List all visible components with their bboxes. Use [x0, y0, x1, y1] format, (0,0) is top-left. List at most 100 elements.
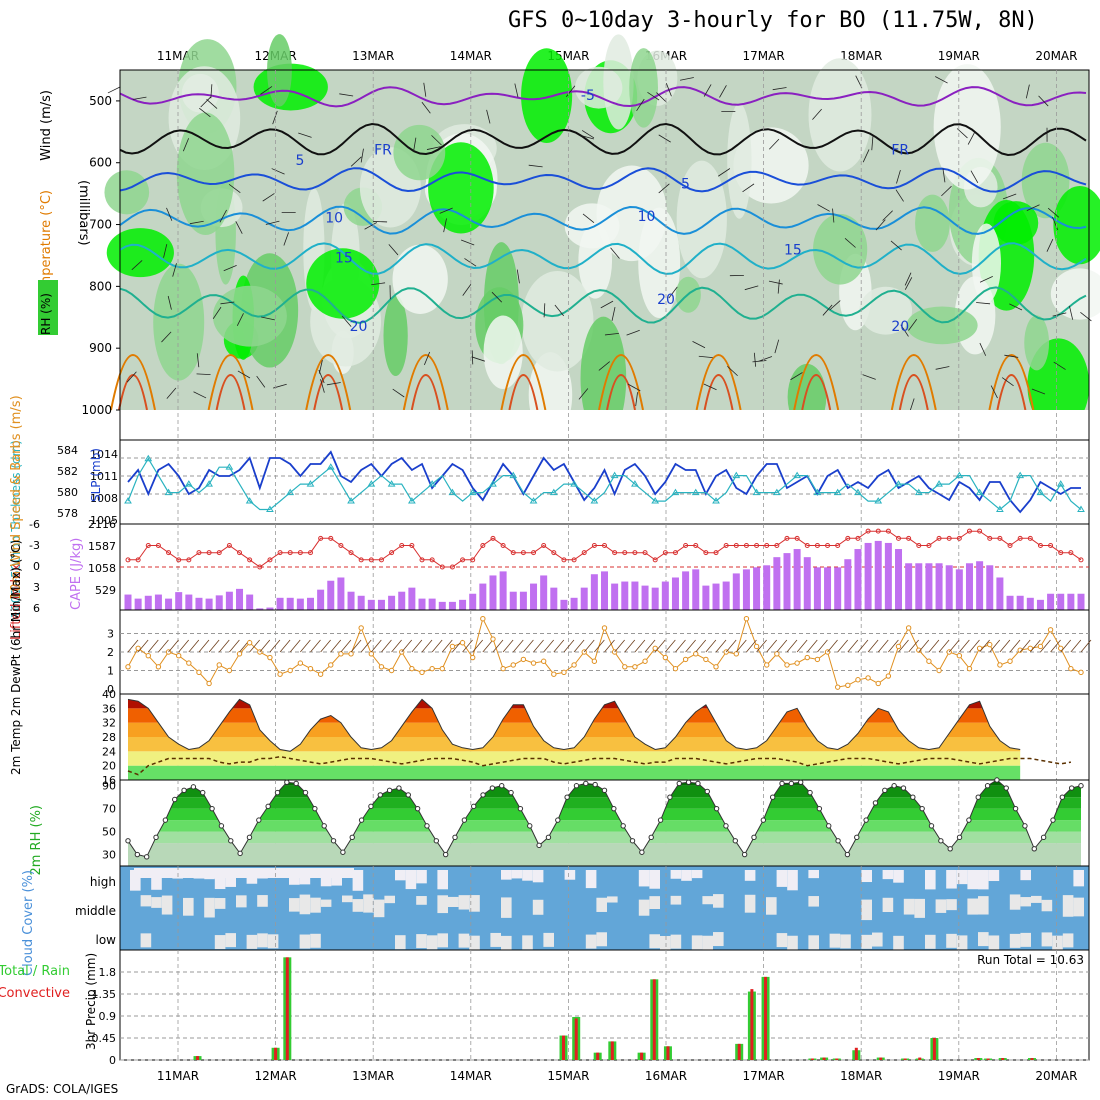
date-tick-top: 18MAR [840, 49, 882, 63]
wind-speed-marker [1037, 643, 1044, 650]
wind-barb [320, 379, 325, 393]
wind-barb-10m [300, 639, 311, 653]
rh-marker [882, 787, 888, 794]
cape-bar [205, 598, 213, 610]
rh-marker [461, 817, 468, 823]
cape-bar [864, 542, 872, 610]
rh-band [128, 820, 1081, 832]
isotherm-line [119, 242, 1087, 275]
wind-barb [598, 361, 610, 371]
rh-marker [573, 783, 580, 789]
cape-bar [793, 549, 801, 610]
cloud-middle-gap [649, 896, 660, 910]
li-marker [845, 535, 851, 541]
cloud-middle-gap [914, 898, 925, 918]
wind-barb-10m [806, 639, 818, 653]
wind-barb [189, 220, 204, 225]
rh-marker [218, 823, 225, 829]
date-tick-bottom: 15MAR [547, 1069, 589, 1083]
rh-blob [629, 48, 658, 128]
rh-marker [555, 817, 561, 823]
surface-strip [120, 410, 1089, 440]
rh-marker [564, 794, 570, 800]
rh-marker [386, 787, 393, 794]
rh-marker [835, 838, 841, 844]
rh-marker [312, 805, 318, 812]
cape-bar [256, 608, 264, 610]
cloud-low-gap [246, 934, 258, 949]
temperature-band [128, 751, 1021, 766]
cloud-middle-gap [1009, 894, 1021, 910]
wind-barb-10m [360, 639, 372, 653]
rh-marker [125, 838, 131, 844]
rh-marker [153, 834, 159, 841]
li-marker [277, 550, 283, 556]
li-marker [470, 557, 476, 563]
rh-blob [564, 203, 620, 249]
wind-speed-marker [561, 669, 567, 676]
cape-bar [570, 597, 578, 610]
wind-barb-10m [421, 639, 433, 653]
thickness-marker [894, 480, 903, 487]
wind-barb [1038, 95, 1049, 107]
wind-barb [941, 185, 952, 197]
rh-marker [265, 803, 271, 810]
cloud-middle-gap [1073, 897, 1084, 917]
wind-barb-10m [928, 639, 940, 653]
wind-speed-marker [470, 654, 476, 661]
cape-bar [996, 577, 1004, 610]
thickness-marker [367, 480, 376, 487]
rh-blob [383, 295, 408, 377]
li-marker [561, 557, 567, 563]
rh-marker [190, 784, 197, 790]
wind-barb-10m [695, 639, 707, 653]
wind-barb-10m [350, 639, 362, 653]
li-marker [1017, 535, 1023, 541]
li-marker [328, 535, 334, 541]
thickness-tick-label: 582 [57, 465, 78, 478]
li-marker [672, 550, 678, 556]
wind-speed-marker [1007, 658, 1013, 664]
cloud-middle-gap [373, 899, 385, 918]
thickness-marker [205, 480, 213, 487]
isotherm-warm [988, 354, 1035, 411]
thickness-marker [712, 497, 720, 504]
wind-barb [271, 168, 285, 175]
wind-tick-label: 3 [107, 628, 114, 641]
rh-blob [106, 228, 174, 278]
wind-barb [979, 276, 993, 283]
li-marker [987, 535, 993, 541]
cape-bar [357, 595, 365, 610]
rh-marker [424, 823, 430, 829]
wind-speed-marker [936, 667, 942, 674]
wind-barb [822, 304, 833, 316]
wind-speed-marker [500, 665, 506, 672]
rh-blob [428, 142, 494, 234]
isotherm-line [119, 167, 1087, 193]
cloud-high-gap [946, 870, 957, 889]
cloud-low-gap [437, 933, 448, 948]
wind-barb [166, 387, 177, 399]
rh-blob [153, 263, 205, 381]
li-marker [429, 557, 435, 563]
wind-barb [516, 269, 520, 284]
cloud-low-gap [522, 935, 533, 950]
cape-bar [813, 567, 821, 610]
wind-barb [350, 156, 362, 167]
wind-barb [298, 132, 312, 138]
cape-bar [459, 599, 467, 610]
cloud-low-gap [257, 933, 268, 948]
wind-speed-marker [997, 662, 1003, 668]
thickness-marker [1077, 505, 1085, 513]
thickness-marker [590, 497, 599, 504]
cloud-low-gap [1020, 932, 1031, 947]
wind-barb [421, 101, 431, 114]
isotherm-label: 20 [657, 292, 675, 308]
rh-marker [172, 796, 178, 803]
precip-convective-bar [854, 1047, 858, 1060]
cape-bar [469, 593, 477, 610]
cape-bar [296, 598, 304, 610]
rh-marker [984, 783, 991, 789]
rh-marker [704, 788, 710, 795]
li-marker [916, 543, 922, 548]
